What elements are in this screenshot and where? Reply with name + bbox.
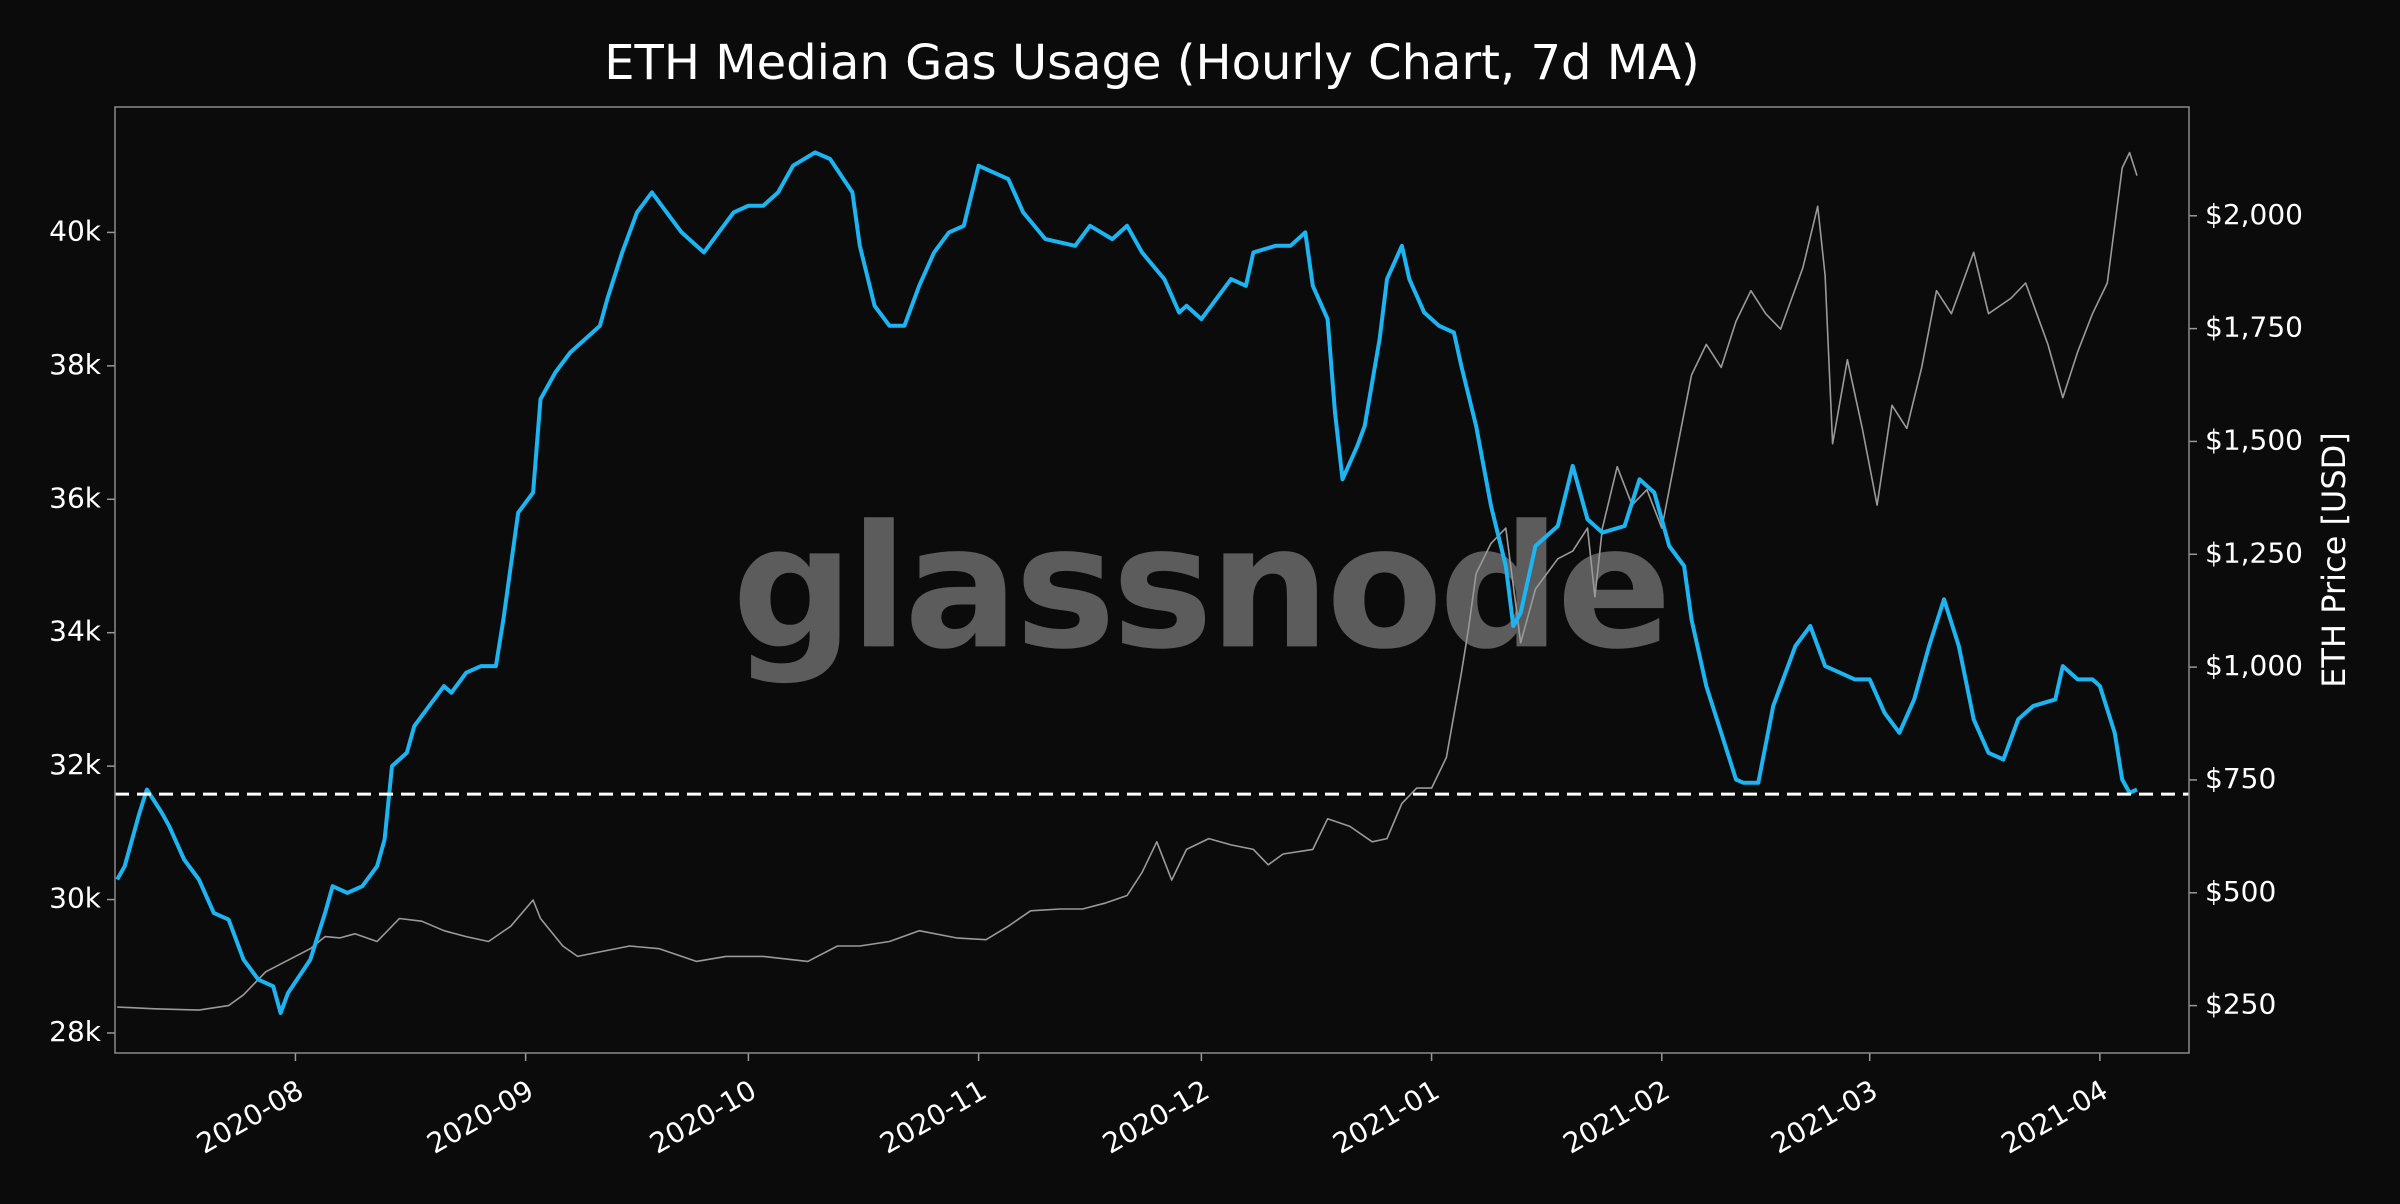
chart-title: ETH Median Gas Usage (Hourly Chart, 7d M… (604, 35, 1700, 91)
y2-tick-label: $1,750 (2205, 311, 2303, 344)
y2-tick-label: $250 (2205, 988, 2276, 1021)
watermark: glassnode (732, 489, 1668, 687)
y2-tick-label: $500 (2205, 875, 2276, 908)
y2-tick-label: $750 (2205, 762, 2276, 795)
gas-line (115, 150, 2138, 1015)
y2-tick-label: $1,000 (2205, 649, 2303, 682)
y-tick-label: 28k (49, 1015, 102, 1048)
y-tick-label: 36k (49, 481, 102, 514)
y-tick-label: 38k (49, 348, 102, 381)
y2-axis-label: ETH Price [USD] (2315, 432, 2353, 688)
y-tick-label: 34k (49, 615, 102, 648)
plot-frame (114, 106, 2190, 1054)
y-tick-label: 40k (49, 214, 102, 247)
y2-tick-label: $1,250 (2205, 536, 2303, 569)
y2-tick-label: $1,500 (2205, 423, 2303, 456)
y2-tick-label: $2,000 (2205, 198, 2303, 231)
price-line (117, 151, 2138, 1011)
y-tick-label: 32k (49, 748, 102, 781)
y-tick-label: 30k (49, 882, 102, 915)
